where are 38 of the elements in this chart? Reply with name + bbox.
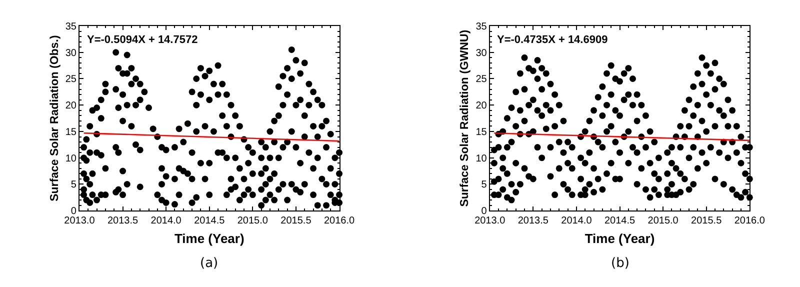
text: (b) (611, 256, 630, 271)
y-tick-label: 10 (65, 153, 77, 164)
y-tick-label: 5 (70, 180, 77, 191)
x-tick-label: 2016.0 (734, 216, 766, 227)
y-tick-label: 30 (65, 48, 77, 59)
y-tick-label: 15 (476, 126, 488, 138)
y-tick-label: 30 (476, 48, 488, 59)
x-tick-label: 2015.0 (648, 216, 679, 227)
y-tick-label: 0 (70, 206, 77, 218)
x-axis-title: Time (Year) (174, 231, 244, 246)
y-tick-label: 35 (476, 22, 488, 32)
x-tick-label: 2013.5 (107, 216, 139, 227)
y-tick-label: 15 (65, 126, 77, 138)
annotation: Y=-0.4735X + 14.6909 (497, 34, 608, 46)
x-tick-label: 2014.5 (604, 216, 636, 227)
x-tick-label: 2013.0 (474, 216, 506, 227)
x-tick-label: 2014.0 (150, 216, 182, 227)
y-tick-label: 25 (476, 74, 488, 86)
x-tick-label: 2013.0 (64, 216, 96, 227)
x-tick-label: 2015.5 (280, 216, 312, 227)
y-axis-title: Surface Solar Radiation (GWNU) (459, 30, 472, 207)
y-tick-label: 0 (481, 206, 488, 218)
y-tick-label: 10 (476, 153, 488, 164)
y-tick-label: 20 (65, 100, 77, 112)
y-tick-label: 5 (481, 180, 488, 191)
y-tick-label: 35 (65, 22, 77, 32)
y-tick-label: 25 (65, 74, 77, 86)
x-tick-label: 2016.0 (324, 216, 355, 227)
x-tick-label: 2015.0 (237, 216, 268, 227)
text: (a) (200, 256, 218, 271)
x-axis-title: Time (Year) (584, 231, 655, 246)
y-tick-label: 20 (476, 100, 488, 112)
x-tick-label: 2015.5 (691, 216, 722, 227)
x-tick-label: 2014.5 (194, 216, 226, 227)
x-tick-label: 2013.5 (518, 216, 549, 227)
annotation: Y=-0.5094X + 14.7572 (87, 34, 198, 46)
x-tick-label: 2014.0 (561, 216, 592, 227)
y-axis-title: Surface Solar Radiation (Obs.) (48, 35, 61, 202)
